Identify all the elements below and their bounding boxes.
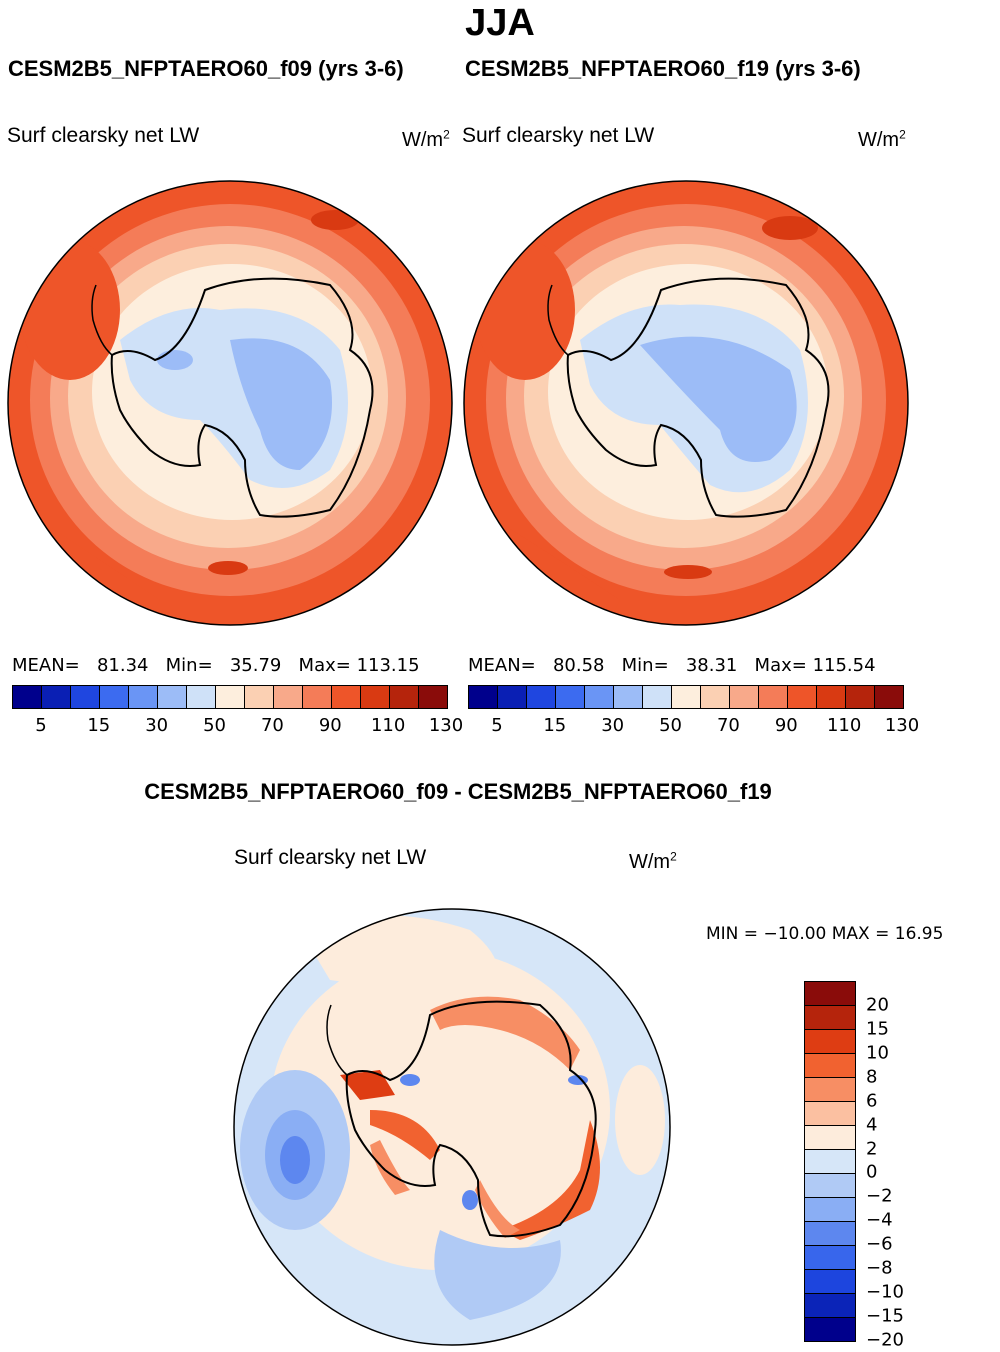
diff-colorbar-tick-label: −8 xyxy=(866,1257,893,1279)
panel-left-colorbar-swatch xyxy=(129,686,158,708)
diff-colorbar-tick-label: 20 xyxy=(866,994,889,1016)
panel-right-colorbar-swatch xyxy=(759,686,788,708)
diff-colorbar-swatch xyxy=(805,1078,855,1102)
diff-colorbar-tick-label: 0 xyxy=(866,1161,878,1183)
diff-colorbar-swatch xyxy=(805,1006,855,1030)
panel-left-colorbar-tick-label: 90 xyxy=(318,715,342,736)
panel-left-colorbar-swatch xyxy=(71,686,100,708)
diff-colorbar-tick-label: −15 xyxy=(866,1305,904,1327)
panel-left-colorbar-swatch xyxy=(274,686,303,708)
panel-left-colorbar-swatch xyxy=(303,686,332,708)
panel-left-colorbar-swatch xyxy=(158,686,187,708)
panel-right-colorbar-swatch xyxy=(585,686,614,708)
diff-colorbar-tick-label: −2 xyxy=(866,1185,893,1207)
panel-left-colorbar-swatch xyxy=(216,686,245,708)
panel-right-colorbar-tick-label: 30 xyxy=(601,715,625,736)
diff-colorbar-swatch xyxy=(805,1198,855,1222)
diff-colorbar-tick-label: −20 xyxy=(866,1329,904,1351)
panel-left-colorbar-swatch xyxy=(42,686,71,708)
diff-colorbar-swatch xyxy=(805,1270,855,1294)
panel-left-stats: MEAN= 81.34 Min= 35.79 Max= 113.15 xyxy=(12,655,420,676)
diff-colorbar-swatch xyxy=(805,1174,855,1198)
panel-right-colorbar-swatch xyxy=(469,686,498,708)
panel-right-colorbar-swatch xyxy=(817,686,846,708)
diff-colorbar-tick-label: 8 xyxy=(866,1066,878,1088)
panel-left-colorbar-tick-label: 30 xyxy=(145,715,169,736)
diff-colorbar-tick-label: 10 xyxy=(866,1042,889,1064)
panel-left-units: W/m2 xyxy=(402,127,450,151)
panel-right-colorbar-swatch xyxy=(643,686,672,708)
diff-colorbar xyxy=(804,981,856,1342)
panel-left-colorbar-swatch xyxy=(187,686,216,708)
diff-colorbar-swatch xyxy=(805,1126,855,1150)
diff-colorbar-tick-label: −6 xyxy=(866,1233,893,1255)
panel-left-colorbar-tick-label: 5 xyxy=(35,715,47,736)
diff-colorbar-swatch xyxy=(805,1150,855,1174)
panel-left-colorbar-tick-label: 110 xyxy=(370,715,406,736)
panel-right-colorbar-swatch xyxy=(672,686,701,708)
panel-left-colorbar-swatch xyxy=(100,686,129,708)
antarctica-coastline-right xyxy=(566,277,830,518)
panel-right-colorbar-tick-label: 5 xyxy=(491,715,503,736)
diff-colorbar-tick-label: 15 xyxy=(866,1018,889,1040)
panel-left-variable-label: Surf clearsky net LW xyxy=(7,124,200,147)
panel-left-case-title: CESM2B5_NFPTAERO60_f09 (yrs 3-6) xyxy=(8,56,404,81)
diff-units: W/m2 xyxy=(629,849,677,873)
panel-left-colorbar-swatch xyxy=(361,686,390,708)
panel-right-colorbar-tick-label: 90 xyxy=(774,715,798,736)
diff-colorbar-tick-label: −10 xyxy=(866,1281,904,1303)
panel-right-colorbar-swatch xyxy=(527,686,556,708)
panel-right-colorbar-swatch xyxy=(614,686,643,708)
panel-right-colorbar-swatch xyxy=(846,686,875,708)
panel-left-colorbar-swatch xyxy=(13,686,42,708)
panel-left-colorbar xyxy=(12,685,448,709)
panel-right-colorbar-swatch xyxy=(730,686,759,708)
panel-right-colorbar-tick-label: 50 xyxy=(659,715,682,736)
diff-colorbar-swatch xyxy=(805,1102,855,1126)
diff-colorbar-tick-label: 6 xyxy=(866,1090,878,1112)
panel-right-variable-label: Surf clearsky net LW xyxy=(462,124,655,147)
panel-right-colorbar-swatch xyxy=(556,686,585,708)
panel-left-colorbar-tick-label: 15 xyxy=(87,715,111,736)
antarctica-coastline-left xyxy=(110,277,374,518)
panel-left-colorbar-swatch xyxy=(332,686,361,708)
diff-colorbar-tick-label: 4 xyxy=(866,1114,878,1136)
panel-right-colorbar-swatch xyxy=(788,686,817,708)
panel-left-colorbar-swatch xyxy=(390,686,419,708)
diff-colorbar-swatch xyxy=(805,1294,855,1318)
panel-right-stats: MEAN= 80.58 Min= 38.31 Max= 115.54 xyxy=(468,655,876,676)
panel-right-colorbar-tick-label: 15 xyxy=(543,715,567,736)
panel-left-colorbar-swatch xyxy=(419,686,447,708)
field-band-50 xyxy=(230,338,332,470)
season-title: JJA xyxy=(465,2,535,44)
diff-variable-label: Surf clearsky net LW xyxy=(234,846,427,869)
panel-right-colorbar-tick-label: 110 xyxy=(826,715,862,736)
panel-right-colorbar-tick-label: 130 xyxy=(884,715,920,736)
antarctica-coastline-diff xyxy=(345,1000,597,1238)
diff-colorbar-swatch xyxy=(805,1318,855,1341)
panel-left-colorbar-tick-label: 50 xyxy=(203,715,226,736)
panel-right-colorbar-swatch xyxy=(875,686,903,708)
diff-title: CESM2B5_NFPTAERO60_f09 - CESM2B5_NFPTAER… xyxy=(144,779,772,804)
diff-colorbar-tick-label: 2 xyxy=(866,1138,878,1160)
diff-colorbar-tick-label: −4 xyxy=(866,1209,893,1231)
panel-right-colorbar-swatch xyxy=(498,686,527,708)
panel-right-colorbar-tick-label: 70 xyxy=(716,715,740,736)
diff-colorbar-swatch xyxy=(805,1246,855,1270)
diff-colorbar-swatch xyxy=(805,1030,855,1054)
diff-colorbar-swatch xyxy=(805,1054,855,1078)
diff-colorbar-swatch xyxy=(805,1222,855,1246)
panel-left-colorbar-swatch xyxy=(245,686,274,708)
panel-right-colorbar xyxy=(468,685,904,709)
panel-right-colorbar-swatch xyxy=(701,686,730,708)
diff-minmax: MIN = −10.00 MAX = 16.95 xyxy=(706,924,944,944)
panel-right-case-title: CESM2B5_NFPTAERO60_f19 (yrs 3-6) xyxy=(465,56,861,81)
diff-colorbar-swatch xyxy=(805,982,855,1006)
panel-right-units: W/m2 xyxy=(858,127,906,151)
panel-left-colorbar-tick-label: 130 xyxy=(428,715,464,736)
panel-left-colorbar-tick-label: 70 xyxy=(260,715,284,736)
